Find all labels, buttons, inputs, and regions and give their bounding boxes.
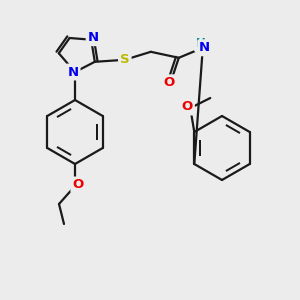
Text: O: O <box>163 76 174 89</box>
Text: N: N <box>199 41 210 54</box>
Text: N: N <box>68 65 79 79</box>
Text: O: O <box>182 100 193 113</box>
Text: N: N <box>88 31 99 44</box>
Text: S: S <box>120 53 130 66</box>
Text: O: O <box>72 178 84 191</box>
Text: H: H <box>196 37 206 50</box>
